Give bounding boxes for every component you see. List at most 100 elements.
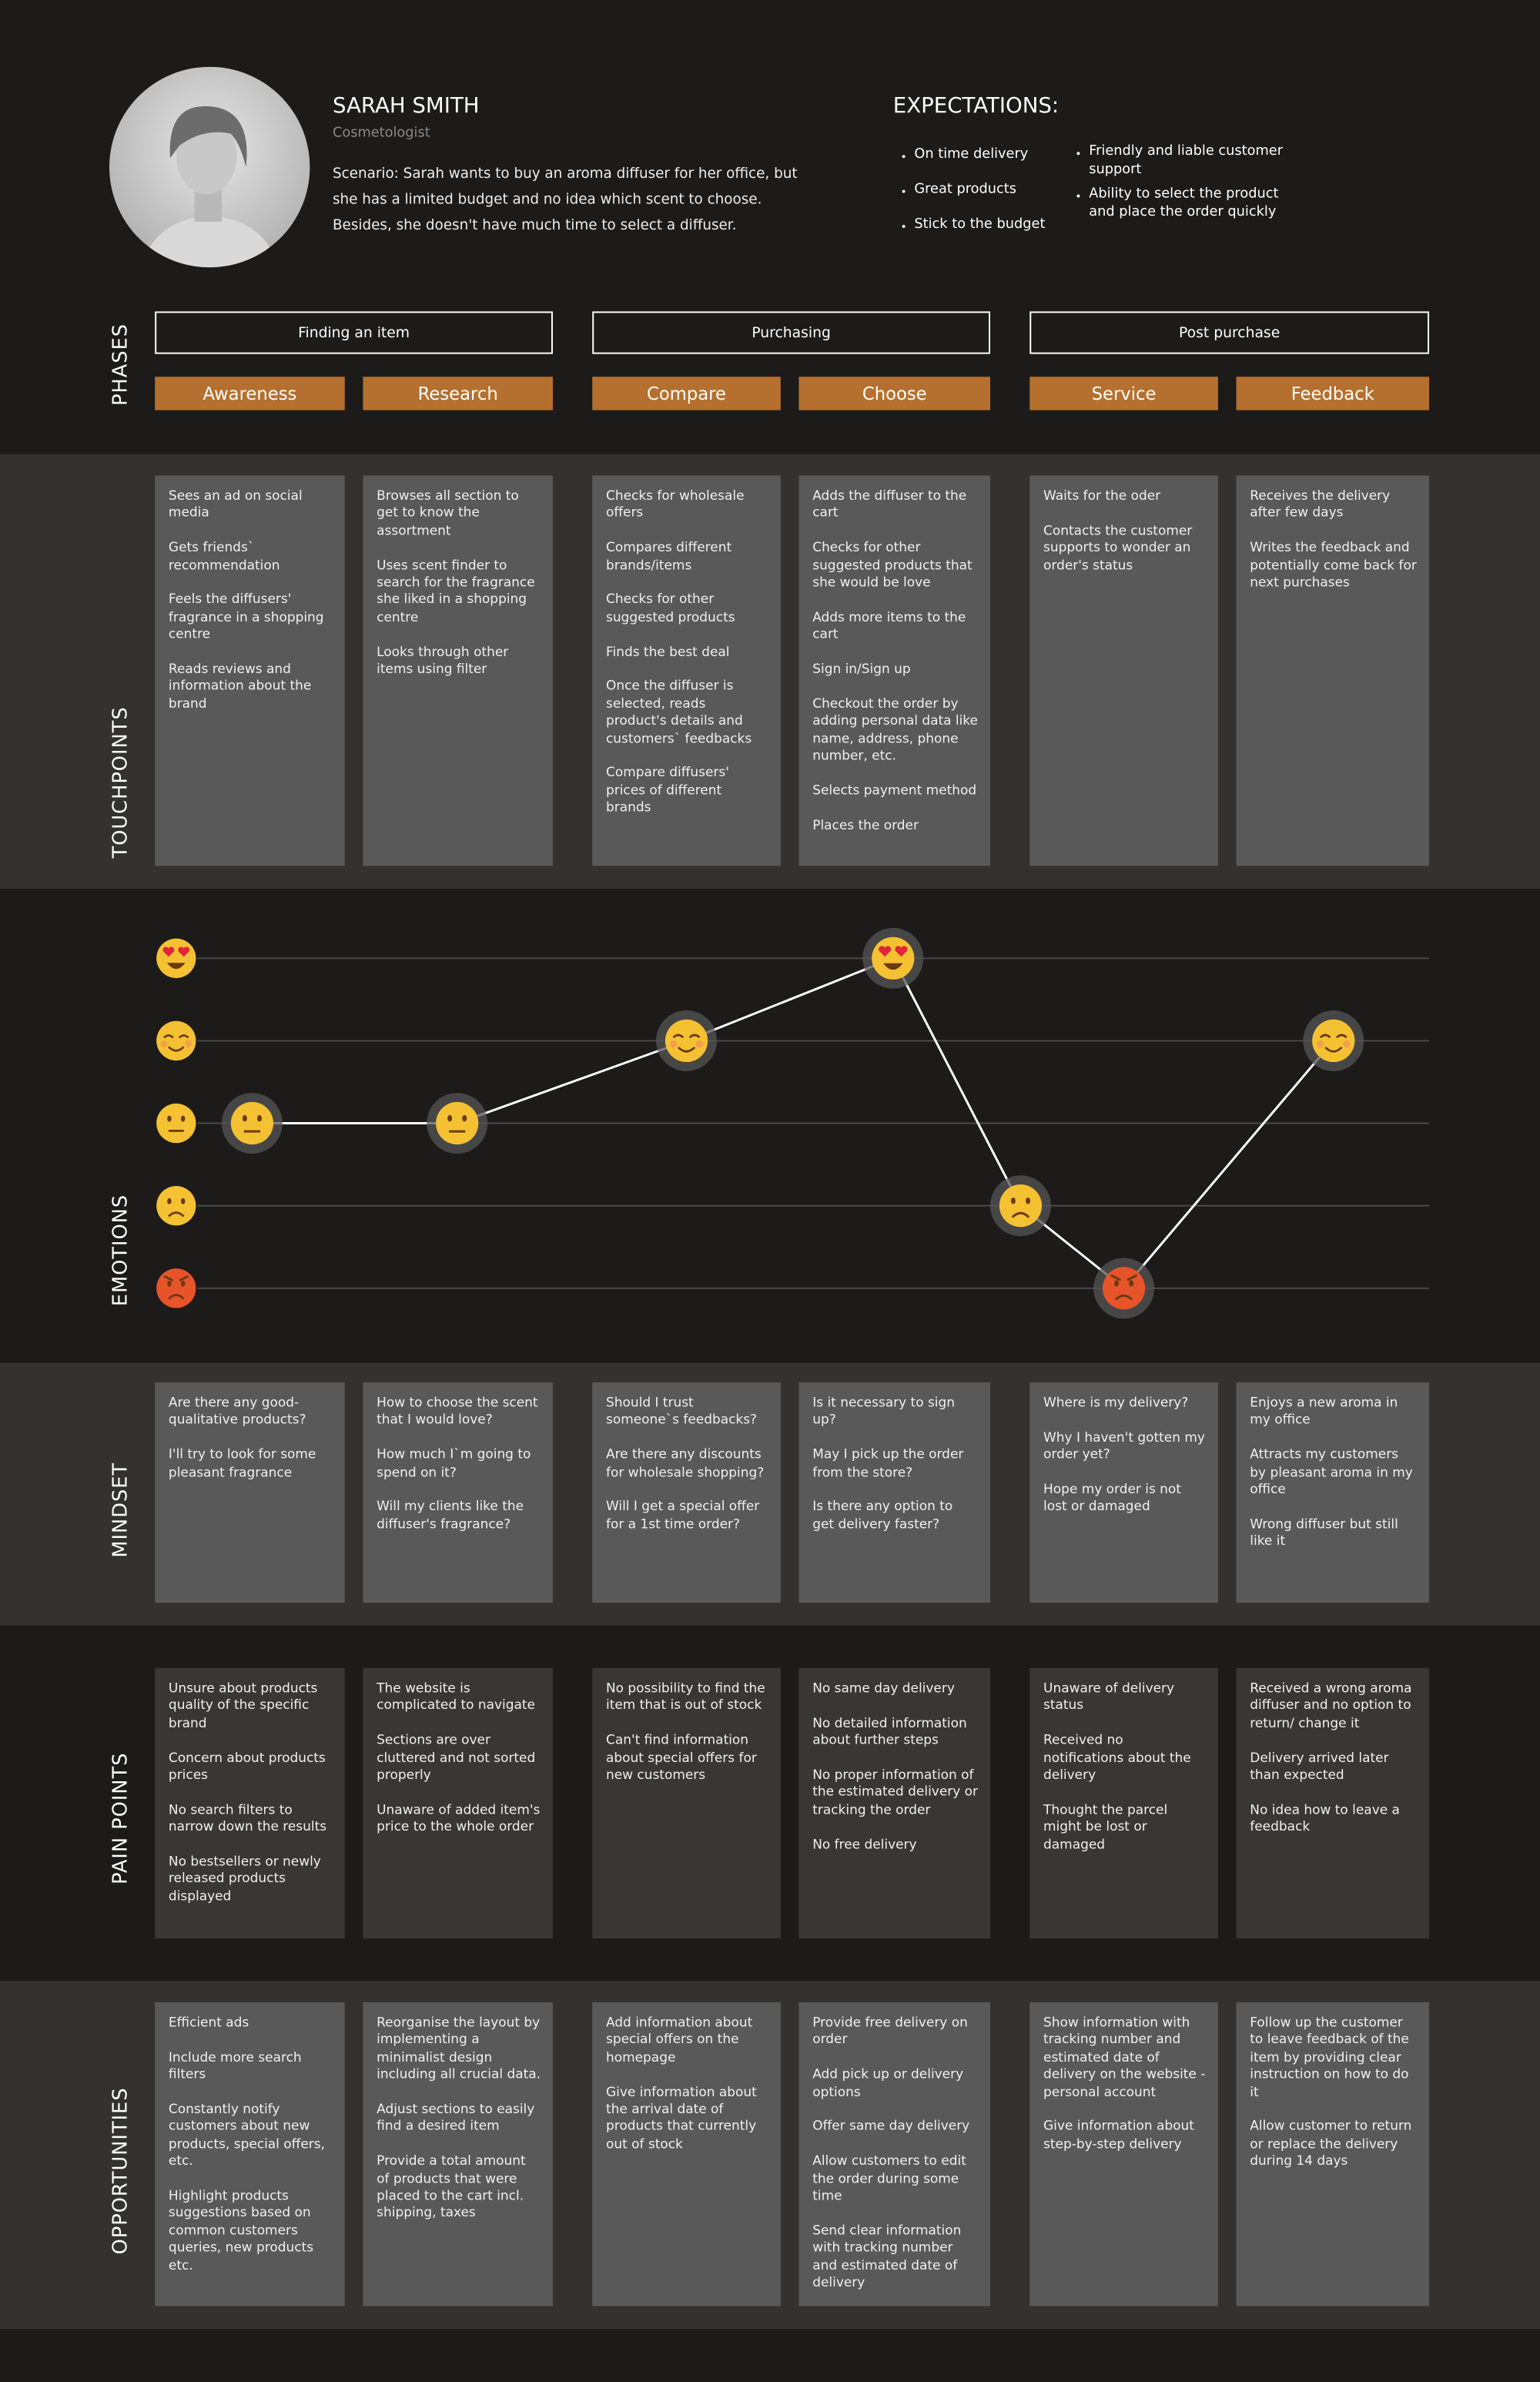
bullet bbox=[902, 189, 906, 193]
card: Adds the diffuser to the cart Checks for … bbox=[798, 475, 991, 866]
card-item: No idea how to leave a feedback bbox=[1250, 1803, 1400, 1836]
emoji-eye bbox=[1319, 1034, 1331, 1039]
emoji bbox=[156, 1268, 196, 1308]
emoji-mouth bbox=[167, 1294, 185, 1300]
card-item: Why I haven't gotten my order yet? bbox=[1043, 1430, 1205, 1464]
card-item: Unaware of delivery status bbox=[1043, 1681, 1175, 1714]
emoji-cheek bbox=[1343, 1040, 1351, 1048]
emoji-eye bbox=[688, 1034, 701, 1039]
phase-group: Post purchase bbox=[1029, 311, 1430, 354]
card-item: Gets friends` recommendation bbox=[168, 541, 280, 574]
stage: Choose bbox=[798, 377, 991, 410]
card-item: Enjoys a new aroma in my office bbox=[1250, 1395, 1398, 1429]
card: Provide free delivery on order Add pick u… bbox=[798, 2002, 991, 2307]
card-item: No detailed information about further st… bbox=[812, 1716, 967, 1749]
bullet bbox=[1076, 152, 1080, 156]
emoji-eye bbox=[167, 1198, 172, 1204]
emoji-face bbox=[872, 936, 915, 980]
emoji-mouth bbox=[167, 1211, 185, 1218]
emoji-face bbox=[665, 1019, 708, 1063]
card-item: Concern about products prices bbox=[168, 1750, 326, 1784]
card-item: Follow up the customer to leave feedback… bbox=[1250, 2015, 1409, 2101]
card-item: No proper information of the estimated d… bbox=[812, 1768, 978, 1818]
emoji-eye bbox=[180, 1198, 186, 1204]
card: The website is complicated to navigate Se… bbox=[363, 1667, 553, 1939]
card-item: Is there any option to get delivery fast… bbox=[812, 1499, 953, 1533]
row-label: PHASES bbox=[109, 323, 133, 406]
emoji-face bbox=[999, 1184, 1043, 1228]
card: Should I trust someone`s feedbacks? Are t… bbox=[592, 1382, 781, 1603]
emoji bbox=[872, 936, 915, 980]
card: Received a wrong aroma diffuser and no o… bbox=[1236, 1667, 1430, 1939]
card-item: Add pick up or delivery options bbox=[812, 2068, 964, 2101]
card-item: Are there any good-qualitative products? bbox=[168, 1395, 306, 1429]
card-item: Checks for wholesale offers bbox=[605, 489, 745, 522]
emoji bbox=[156, 938, 196, 978]
emoji-eye bbox=[1026, 1198, 1030, 1204]
card: Are there any good-qualitative products?… bbox=[155, 1382, 345, 1603]
card-item: Unsure about products quality of the spe… bbox=[168, 1681, 318, 1732]
card: How to choose the scent that I would lov… bbox=[363, 1382, 553, 1603]
emoji-mouth bbox=[166, 963, 186, 970]
card-item: Hope my order is not lost or damaged bbox=[1043, 1482, 1181, 1516]
card-item: No bestsellers or newly released product… bbox=[168, 1854, 321, 1905]
phase-group: Finding an item bbox=[155, 311, 553, 354]
bullet bbox=[902, 155, 906, 159]
emoji-face bbox=[156, 1103, 196, 1144]
card-item: Are there any discounts for wholesale sh… bbox=[605, 1448, 765, 1481]
emoji-cheek bbox=[1317, 1040, 1324, 1048]
emoji-eye bbox=[895, 946, 908, 957]
expectation-item: Stick to the budget bbox=[902, 217, 1127, 235]
emoji-face bbox=[1312, 1019, 1355, 1063]
card-item: Sees an ad on social media bbox=[168, 489, 303, 522]
card-item: Checks for other suggested products bbox=[605, 593, 735, 626]
card: Efficient ads Include more search filters… bbox=[155, 2002, 345, 2307]
card: No possibility to find the item that is … bbox=[592, 1667, 781, 1939]
emoji bbox=[1102, 1267, 1146, 1310]
card-item: Send clear information with tracking num… bbox=[812, 2223, 962, 2291]
emoji-face bbox=[156, 1020, 196, 1061]
card-item: Is it necessary to sign up? bbox=[812, 1395, 956, 1429]
expectation-item: Friendly and liable customer support bbox=[1076, 144, 1301, 179]
persona-name: SARAH SMITH bbox=[332, 94, 480, 119]
emoji bbox=[156, 1020, 196, 1061]
expectations-title: EXPECTATIONS: bbox=[892, 94, 1060, 119]
emoji bbox=[230, 1101, 274, 1145]
card-item: Received no notifications about the deli… bbox=[1043, 1734, 1191, 1784]
row-label: PAIN POINTS bbox=[109, 1752, 133, 1884]
emoji-eye bbox=[167, 1115, 172, 1122]
card-item: Contacts the customer supports to wonder… bbox=[1043, 524, 1193, 574]
card-item: Places the order bbox=[812, 818, 919, 834]
emoji-mouth bbox=[1324, 1046, 1343, 1053]
card-item: Reorganise the layout by implementing a … bbox=[377, 2015, 541, 2083]
card-item: No free delivery bbox=[812, 1838, 917, 1853]
stage: Service bbox=[1029, 377, 1218, 410]
card-item: The website is complicated to navigate bbox=[377, 1681, 535, 1714]
card-item: Unaware of added item's price to the who… bbox=[377, 1803, 541, 1836]
card-item: Writes the feedback and potentially come… bbox=[1250, 541, 1417, 591]
card: Where is my delivery? Why I haven't gotte… bbox=[1029, 1382, 1218, 1603]
card-item: Constantly notify customers about new pr… bbox=[168, 2102, 325, 2170]
card-item: Delivery arrived later than expected bbox=[1250, 1750, 1389, 1784]
card-item: Where is my delivery? bbox=[1043, 1395, 1189, 1412]
emoji-eye bbox=[180, 1115, 186, 1122]
card: Checks for wholesale offers Compares diff… bbox=[592, 475, 781, 866]
card-item: Efficient ads bbox=[168, 2015, 249, 2032]
emoji bbox=[156, 1186, 196, 1226]
card-item: May I pick up the order from the store? bbox=[812, 1448, 964, 1481]
card: Waits for the oder Contacts the customer … bbox=[1029, 475, 1218, 866]
stage: Research bbox=[363, 377, 553, 410]
stage: Compare bbox=[592, 377, 781, 410]
emoji-brow bbox=[1110, 1274, 1121, 1281]
emoji-eye bbox=[178, 1034, 189, 1039]
emoji bbox=[665, 1019, 708, 1063]
card-item: Wrong diffuser but still like it bbox=[1250, 1517, 1398, 1550]
card-item: Checkout the order by adding personal da… bbox=[812, 697, 978, 765]
emoji-brow bbox=[163, 1275, 174, 1282]
emoji-eye bbox=[1114, 1280, 1119, 1287]
emoji-eye bbox=[447, 1114, 453, 1122]
card: Follow up the customer to leave feedback… bbox=[1236, 2002, 1430, 2307]
card-item: Provide free delivery on order bbox=[812, 2015, 968, 2049]
card: Receives the delivery after few days Writ… bbox=[1236, 475, 1430, 866]
card-item: Finds the best deal bbox=[605, 645, 730, 661]
